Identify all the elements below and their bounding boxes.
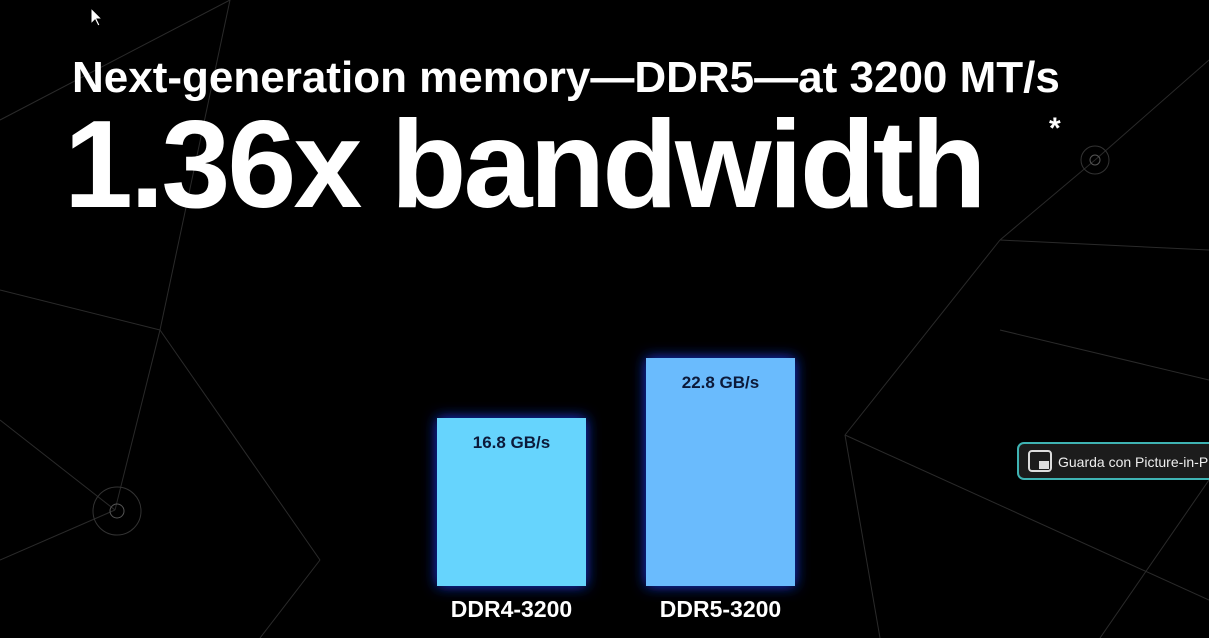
chart-subtitle: 1.36x bandwidth [64, 96, 984, 234]
bar [646, 358, 795, 586]
pip-button[interactable]: Guarda con Picture-in-Pic [1017, 442, 1209, 480]
category-label: DDR4-3200 [451, 596, 572, 622]
pip-icon [1028, 450, 1052, 472]
bar [437, 418, 586, 586]
footnote-marker: * [1049, 112, 1061, 145]
pip-label: Guarda con Picture-in-Pic [1058, 454, 1209, 470]
node-ornament [92, 145, 1110, 536]
pip-icon-inner [1039, 461, 1049, 469]
chart-title: Next-generation memory—DDR5—at 3200 MT/s [72, 53, 1060, 102]
pip-button-frame[interactable] [1017, 442, 1209, 480]
category-label: DDR5-3200 [660, 596, 781, 622]
value-label: 16.8 GB/s [473, 433, 551, 452]
cursor [90, 6, 104, 27]
value-label: 22.8 GB/s [682, 373, 760, 392]
